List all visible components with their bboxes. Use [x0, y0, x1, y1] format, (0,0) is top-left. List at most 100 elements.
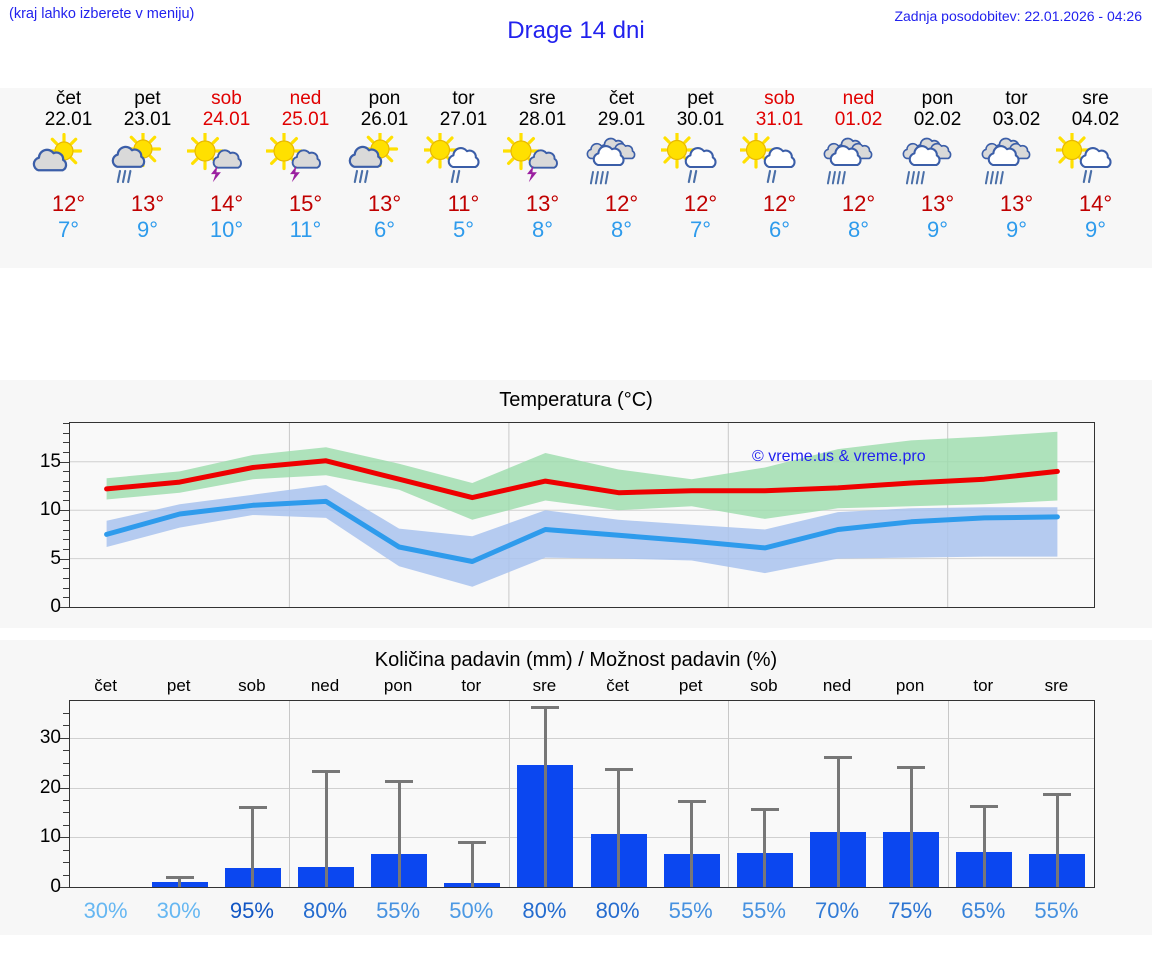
temperature-y-tick-mark — [60, 558, 69, 560]
day-temp-min: 9° — [926, 217, 949, 242]
day-name: pet — [687, 88, 714, 109]
temperature-y-tick-mark — [60, 607, 69, 608]
precipitation-day-separator — [728, 701, 730, 887]
precipitation-percent-label: 80% — [522, 898, 567, 923]
precipitation-percent-label: 55% — [668, 898, 713, 923]
day-column[interactable]: ned 25.01 15° 11° — [266, 88, 345, 243]
daily-forecast-strip: čet 22.01 12° 7° pet 23.01 13° 9° sob 24.01 14° 10°… — [0, 88, 1152, 268]
day-name: pon — [921, 88, 954, 109]
day-column[interactable]: pet 23.01 13° 9° — [108, 88, 187, 243]
day-date: 04.02 — [1071, 109, 1120, 130]
precipitation-y-tick-mark — [63, 800, 69, 801]
precipitation-percent-label: 75% — [888, 898, 933, 923]
day-column[interactable]: sre 04.02 14° 9° — [1056, 88, 1135, 243]
precipitation-whisker — [836, 755, 840, 887]
sun-cloud-rain-icon — [1056, 133, 1135, 191]
temperature-series-svg — [70, 423, 1094, 607]
day-date: 24.01 — [202, 109, 251, 130]
day-date: 26.01 — [360, 109, 409, 130]
precipitation-y-tick-mark — [63, 874, 69, 876]
precipitation-chart-panel: Količina padavin (mm) / Možnost padavin … — [0, 640, 1152, 935]
temperature-y-tick-label: 10 — [39, 499, 61, 521]
day-column[interactable]: tor 03.02 13° 9° — [977, 88, 1056, 243]
sun-thunderstorm-icon — [266, 133, 345, 191]
precipitation-whisker-cap — [970, 805, 999, 809]
temperature-chart-panel: Temperatura (°C) © vreme.us & vreme.pro … — [0, 380, 1152, 628]
precipitation-percent-label: 65% — [961, 898, 1006, 923]
last-updated-text: Zadnja posodobitev: 22.01.2026 - 04:26 — [894, 8, 1142, 24]
temperature-y-tick-label: 5 — [50, 547, 61, 569]
temperature-y-tick-mark — [63, 490, 69, 492]
copyright-text: © vreme.us & vreme.pro — [752, 448, 926, 465]
precipitation-y-tick-mark — [63, 725, 69, 727]
day-temp-max: 13° — [525, 191, 560, 216]
day-name: sob — [764, 88, 795, 109]
overcast-rain-icon — [582, 133, 661, 191]
page-title: Drage 14 dni — [507, 17, 645, 44]
precipitation-day-label: pet — [678, 676, 703, 695]
precipitation-whisker-cap — [531, 705, 560, 709]
temperature-y-tick-mark — [63, 548, 69, 550]
precipitation-whisker — [982, 805, 986, 887]
day-temp-max: 13° — [367, 191, 402, 216]
precipitation-plot-area — [69, 700, 1095, 888]
temperature-y-tick-mark — [63, 529, 69, 531]
day-date: 22.01 — [44, 109, 93, 130]
day-date: 02.02 — [913, 109, 962, 130]
precipitation-y-tick-mark — [60, 737, 69, 739]
partly-cloudy-rain-icon — [345, 133, 424, 191]
precipitation-whisker-cap — [238, 806, 267, 810]
day-date: 31.01 — [755, 109, 804, 130]
day-date: 23.01 — [123, 109, 172, 130]
day-temp-max: 12° — [604, 191, 639, 216]
day-name: čet — [55, 88, 82, 109]
day-column[interactable]: pon 02.02 13° 9° — [898, 88, 977, 243]
day-temp-min: 9° — [136, 217, 159, 242]
precipitation-percent-label: 50% — [449, 898, 494, 923]
day-column[interactable]: pet 30.01 12° 7° — [661, 88, 740, 243]
precipitation-whisker-cap — [677, 799, 706, 803]
day-name: pon — [368, 88, 401, 109]
day-column[interactable]: sre 28.01 13° 8° — [503, 88, 582, 243]
day-column[interactable]: čet 22.01 12° 7° — [29, 88, 108, 243]
precipitation-percent-label: 30% — [83, 898, 128, 923]
precipitation-y-tick-mark — [60, 837, 69, 839]
day-column[interactable]: tor 27.01 11° 5° — [424, 88, 503, 243]
day-column[interactable]: sob 31.01 12° 6° — [740, 88, 819, 243]
precipitation-whisker — [397, 780, 401, 887]
temperature-y-tick-mark — [63, 423, 69, 424]
day-date: 27.01 — [439, 109, 488, 130]
precipitation-percent-label: 95% — [229, 898, 274, 923]
precipitation-day-label: sre — [532, 676, 557, 695]
temperature-y-tick-mark — [63, 442, 69, 444]
sun-thunderstorm-icon — [187, 133, 266, 191]
temperature-y-tick-mark — [60, 461, 69, 463]
day-temp-min: 5° — [452, 217, 475, 242]
precipitation-whisker — [617, 767, 621, 887]
precipitation-chart-title: Količina padavin (mm) / Možnost padavin … — [374, 649, 778, 671]
precipitation-whisker — [543, 705, 547, 887]
precipitation-whisker — [470, 841, 474, 887]
day-column[interactable]: čet 29.01 12° 8° — [582, 88, 661, 243]
day-temp-max: 12° — [841, 191, 876, 216]
precipitation-day-label: pon — [895, 676, 925, 695]
precipitation-day-label: tor — [973, 676, 994, 695]
menu-hint-text: (kraj lahko izberete v meniju) — [9, 6, 195, 22]
day-temp-max: 12° — [683, 191, 718, 216]
day-name: čet — [608, 88, 635, 109]
overcast-rain-icon — [819, 133, 898, 191]
day-column[interactable]: pon 26.01 13° 6° — [345, 88, 424, 243]
day-name: sre — [1082, 88, 1109, 109]
precipitation-day-label: ned — [822, 676, 852, 695]
day-column[interactable]: ned 01.02 12° 8° — [819, 88, 898, 243]
precipitation-gridline — [70, 737, 1094, 739]
temperature-y-tick-mark — [63, 481, 69, 483]
day-name: tor — [1005, 88, 1028, 109]
partly-cloudy-icon — [29, 133, 108, 191]
precipitation-y-tick-mark — [63, 849, 69, 851]
day-temp-min: 7° — [57, 217, 80, 242]
day-column[interactable]: sob 24.01 14° 10° — [187, 88, 266, 243]
partly-cloudy-rain-icon — [108, 133, 187, 191]
day-name: pet — [134, 88, 161, 109]
